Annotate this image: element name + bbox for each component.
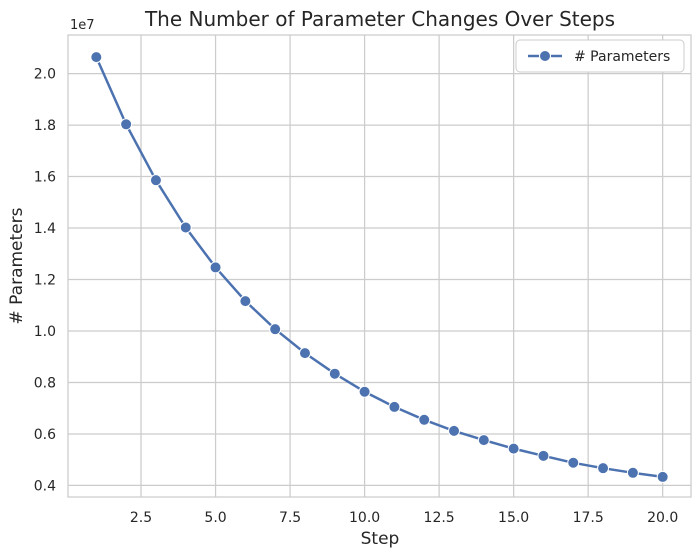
y-axis-offset-label: 1e7	[70, 18, 95, 33]
plot-frame	[67, 34, 692, 498]
x-tick-label: 5.0	[204, 510, 226, 526]
y-axis-ticks: 0.4 0.6 0.8 1.0 1.2 1.4 1.6 1.8 2.0	[34, 67, 56, 495]
y-tick-label: 1.2	[34, 273, 56, 289]
legend-marker	[539, 50, 551, 62]
series-line	[95, 56, 663, 479]
data-point	[388, 400, 401, 413]
data-point	[120, 118, 133, 131]
data-series	[90, 51, 669, 483]
data-point	[477, 434, 490, 447]
y-tick-label: 2.0	[34, 67, 56, 83]
legend: # Parameters	[515, 39, 685, 73]
y-tick-label: 1.6	[34, 170, 56, 186]
x-tick-label: 10.0	[349, 510, 380, 526]
y-tick-label: 0.8	[34, 375, 56, 391]
data-point	[418, 413, 431, 426]
data-point	[239, 295, 252, 308]
data-point	[328, 367, 341, 380]
data-point	[90, 51, 103, 64]
data-point	[269, 323, 282, 336]
x-tick-label: 15.0	[498, 510, 529, 526]
y-axis-label: # Parameters	[7, 207, 27, 324]
data-point	[597, 462, 610, 475]
y-tick-label: 1.0	[34, 324, 56, 340]
data-point	[209, 261, 222, 274]
y-tick-label: 1.4	[34, 221, 56, 237]
y-tick-label: 0.6	[34, 427, 56, 443]
data-point	[537, 449, 550, 462]
data-point	[567, 456, 580, 469]
x-axis-label: Step	[361, 529, 400, 549]
chart-title: The Number of Parameter Changes Over Ste…	[144, 7, 615, 31]
x-tick-label: 2.5	[130, 510, 152, 526]
data-point	[179, 221, 192, 234]
x-tick-label: 7.5	[279, 510, 301, 526]
y-tick-label: 0.4	[34, 478, 56, 494]
grid-lines	[68, 35, 691, 497]
data-point	[298, 347, 311, 360]
data-point	[656, 470, 669, 483]
x-tick-label: 20.0	[647, 510, 678, 526]
x-tick-label: 12.5	[424, 510, 455, 526]
x-tick-label: 17.5	[573, 510, 604, 526]
data-point	[448, 424, 461, 437]
legend-label: # Parameters	[574, 49, 670, 65]
legend-box	[515, 39, 685, 73]
data-point	[626, 466, 639, 479]
data-point	[149, 174, 162, 187]
data-point	[358, 385, 371, 398]
x-axis-ticks: 2.5 5.0 7.5 10.0 12.5 15.0 17.5 20.0	[130, 510, 678, 526]
data-point	[507, 442, 520, 455]
y-tick-label: 1.8	[34, 118, 56, 134]
